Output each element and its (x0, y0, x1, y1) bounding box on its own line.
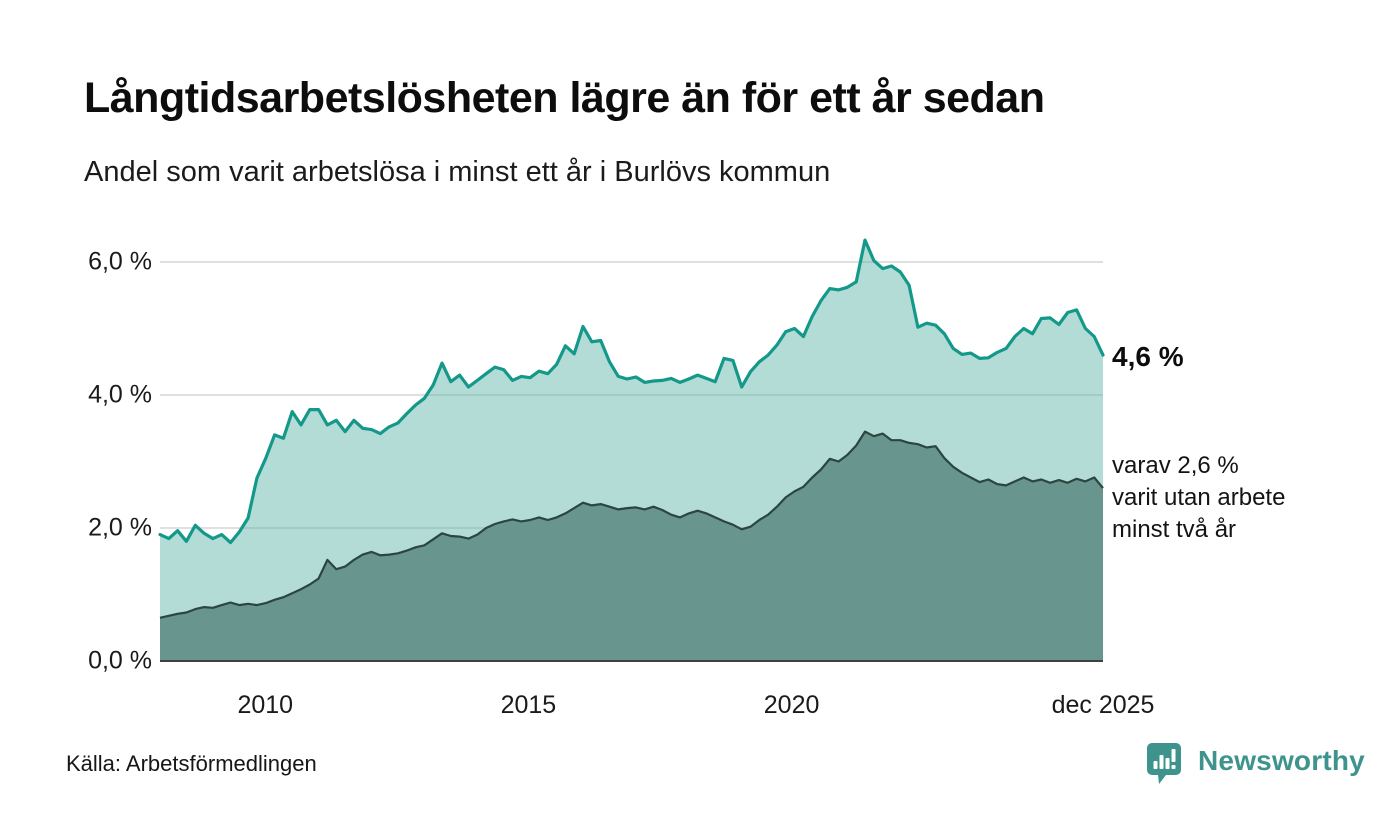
two-year-annotation-line2: varit utan arbete (1112, 484, 1286, 511)
x-tick-label: 2015 (500, 691, 557, 719)
newsworthy-logo: Newsworthy (1146, 742, 1365, 788)
x-tick-label: 2010 (237, 691, 294, 719)
two-year-area-fill (160, 431, 1103, 661)
source-note: Källa: Arbetsförmedlingen (66, 751, 317, 776)
y-tick-label: 0,0 % (88, 646, 152, 675)
brand-name: Newsworthy (1198, 745, 1365, 776)
x-tick-label: dec 2025 (1051, 691, 1155, 719)
two-year-annotation-line1: varav 2,6 % (1112, 452, 1239, 479)
y-tick-label: 4,0 % (88, 380, 152, 409)
y-tick-label: 2,0 % (88, 513, 152, 542)
newsworthy-bubble-icon (1147, 743, 1181, 784)
page-subtitle: Andel som varit arbetslösa i minst ett å… (84, 156, 831, 188)
two-year-annotation: varav 2,6 % varit utan arbete minst två … (1112, 450, 1285, 546)
two-year-line (159, 430, 1104, 619)
x-tick-label: 2020 (763, 691, 820, 719)
y-tick-label: 6,0 % (88, 247, 152, 276)
total-line (158, 238, 1105, 545)
latest-total-annotation: 4,6 % (1112, 341, 1184, 372)
page-title: Långtidsarbetslösheten lägre än för ett … (84, 74, 1045, 122)
two-year-annotation-line3: minst två år (1112, 516, 1237, 543)
